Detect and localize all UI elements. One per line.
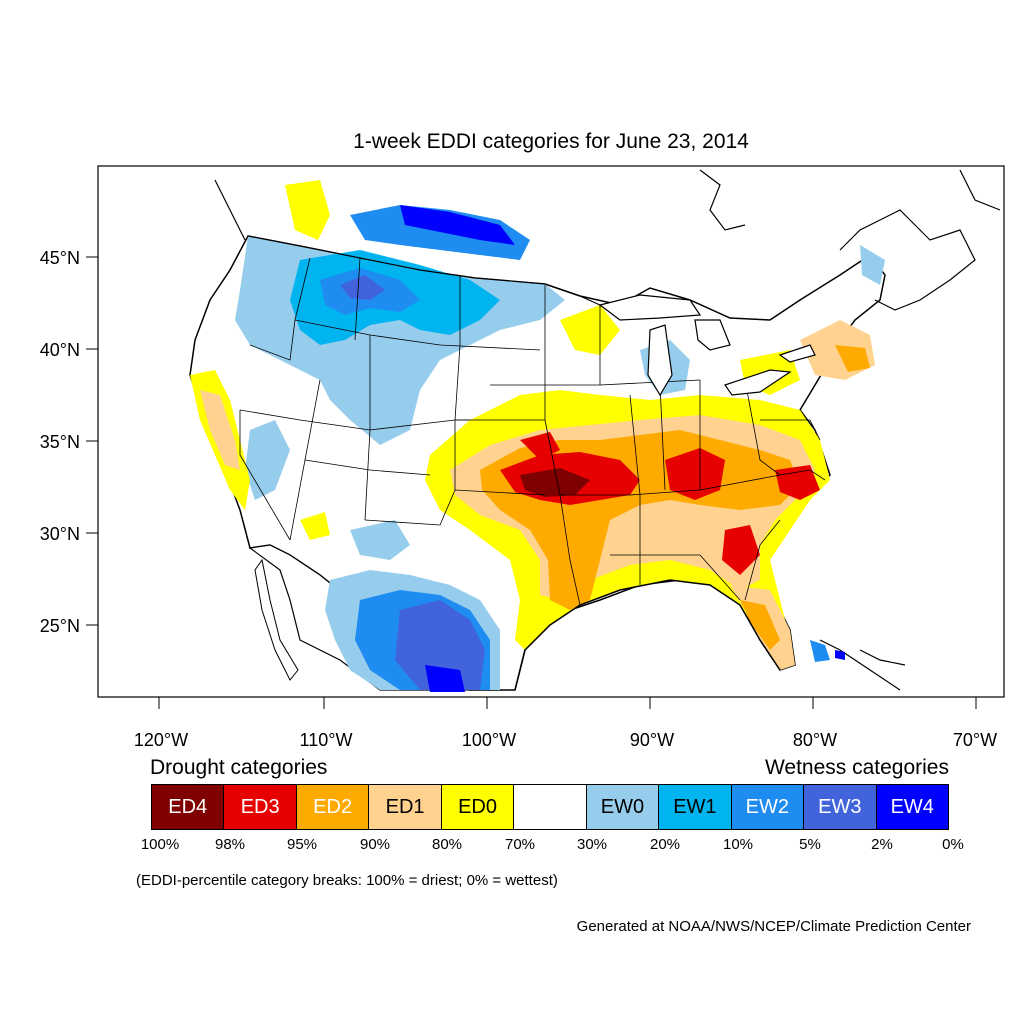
percentile-label: 0% [942, 836, 964, 853]
percentile-label: 100% [140, 836, 180, 853]
legend-cell-ed2: ED2 [296, 785, 370, 829]
percentile-label: 5% [799, 836, 821, 853]
drought-heading: Drought categories [150, 756, 328, 779]
lon-label: 120°W [134, 730, 188, 750]
lat-label: 35°N [40, 432, 80, 452]
percentile-label: 90% [359, 836, 391, 853]
legend-cell-ew0: EW0 [586, 785, 660, 829]
legend-cell-ed1: ED1 [369, 785, 442, 829]
percentile-label: 30% [576, 836, 608, 853]
legend-label: ED2 [313, 795, 353, 818]
legend-label: ED0 [458, 795, 497, 818]
legend-cell-ed3: ED3 [224, 785, 297, 829]
legend-label: EW2 [745, 795, 790, 818]
lon-label: 70°W [953, 730, 997, 750]
category-legend: ED4 ED3 ED2 ED1 ED0 EW0 EW1 EW2 EW3 EW4 [151, 784, 949, 830]
legend-label: EW4 [890, 795, 934, 818]
lat-label: 30°N [40, 524, 80, 544]
legend-cell-ew4: EW4 [876, 785, 948, 829]
percentile-label: 98% [214, 836, 246, 853]
lat-ticks [86, 256, 98, 626]
legend-label: ED3 [240, 795, 280, 818]
lat-label: 45°N [40, 248, 80, 268]
legend-label: ED4 [168, 795, 208, 818]
lon-labels: 120°W 110°W 100°W 90°W 80°W 70°W [134, 730, 997, 750]
percentile-label: 95% [286, 836, 318, 853]
map-frame [97, 165, 1005, 698]
percentile-label: 70% [504, 836, 536, 853]
wetness-heading: Wetness categories [764, 756, 949, 779]
lat-label: 40°N [40, 340, 80, 360]
credit-line: Generated at NOAA/NWS/NCEP/Climate Predi… [576, 918, 971, 935]
legend-cell-ew3: EW3 [804, 785, 877, 829]
lon-label: 80°W [793, 730, 837, 750]
lon-ticks [158, 697, 977, 709]
category-break-note: (EDDI-percentile category breaks: 100% =… [136, 872, 558, 889]
lat-label: 25°N [40, 616, 80, 636]
lon-label: 100°W [462, 730, 516, 750]
legend-cell-ew1: EW1 [659, 785, 732, 829]
legend-cell-ed4: ED4 [152, 785, 225, 829]
legend-label: ED1 [385, 795, 425, 818]
lat-labels: 45°N 40°N 35°N 30°N 25°N [40, 248, 80, 636]
lon-label: 110°W [300, 730, 353, 750]
map-title: 1-week EDDI categories for June 23, 2014 [353, 130, 749, 153]
legend-label: EW1 [673, 795, 717, 818]
legend-cell-normal [514, 785, 587, 829]
percentile-label: 20% [649, 836, 681, 853]
legend-cell-ed0: ED0 [441, 785, 515, 829]
legend-label: EW3 [818, 795, 862, 818]
legend-label: EW0 [600, 795, 645, 818]
percentile-label: 10% [722, 836, 754, 853]
percentile-label: 2% [871, 836, 893, 853]
legend-cell-ew2: EW2 [731, 785, 805, 829]
lon-label: 90°W [630, 730, 674, 750]
percentile-breaks: 100% 98% 95% 90% 80% 70% 30% 20% 10% 5% … [0, 836, 1024, 856]
percentile-label: 80% [431, 836, 463, 853]
